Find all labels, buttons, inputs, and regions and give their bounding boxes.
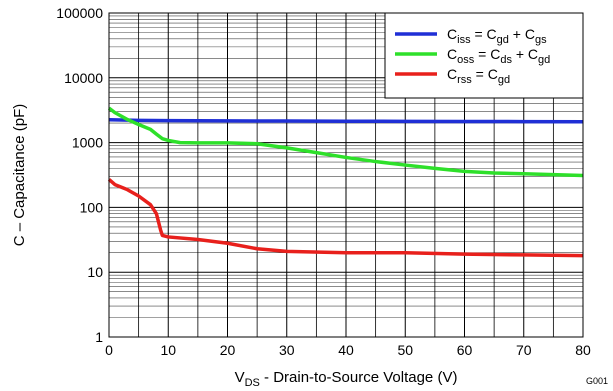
x-tick-label: 50 [397,342,413,358]
legend-entry: Coss = Cds + Cgd [447,46,550,66]
legend-entry: Crss = Cgd [447,66,510,86]
y-tick-label: 1 [95,329,103,345]
x-tick-label: 0 [105,342,113,358]
x-tick-label: 30 [279,342,295,358]
y-tick-label: 100000 [56,5,103,21]
y-tick-label: 1000 [72,135,103,151]
y-axis-label: C – Capacitance (pF) [11,104,28,247]
x-tick-label: 80 [575,342,591,358]
y-tick-label: 10 [87,264,103,280]
tick-labels: 0 10 20 30 40 50 60 70 80 1 10 100 1000 10000 100000 [56,5,591,358]
y-tick-label: 10000 [64,70,103,86]
figure-id: G001 [586,376,608,386]
plot-frame [108,12,584,338]
x-tick-label: 10 [160,342,176,358]
x-tick-label: 20 [220,342,236,358]
y-tick-label: 100 [80,199,104,215]
series-line-3 [107,178,584,258]
x-tick-label: 60 [457,342,473,358]
x-tick-label: 40 [338,342,354,358]
x-axis-label: VDS - Drain-to-Source Voltage (V) [235,369,458,389]
series-lines [107,106,584,258]
series-line-2 [107,106,584,178]
series-line-1 [108,118,584,124]
x-tick-label: 70 [516,342,532,358]
legend-entry: Ciss = Cgd + Cgs [447,26,547,46]
